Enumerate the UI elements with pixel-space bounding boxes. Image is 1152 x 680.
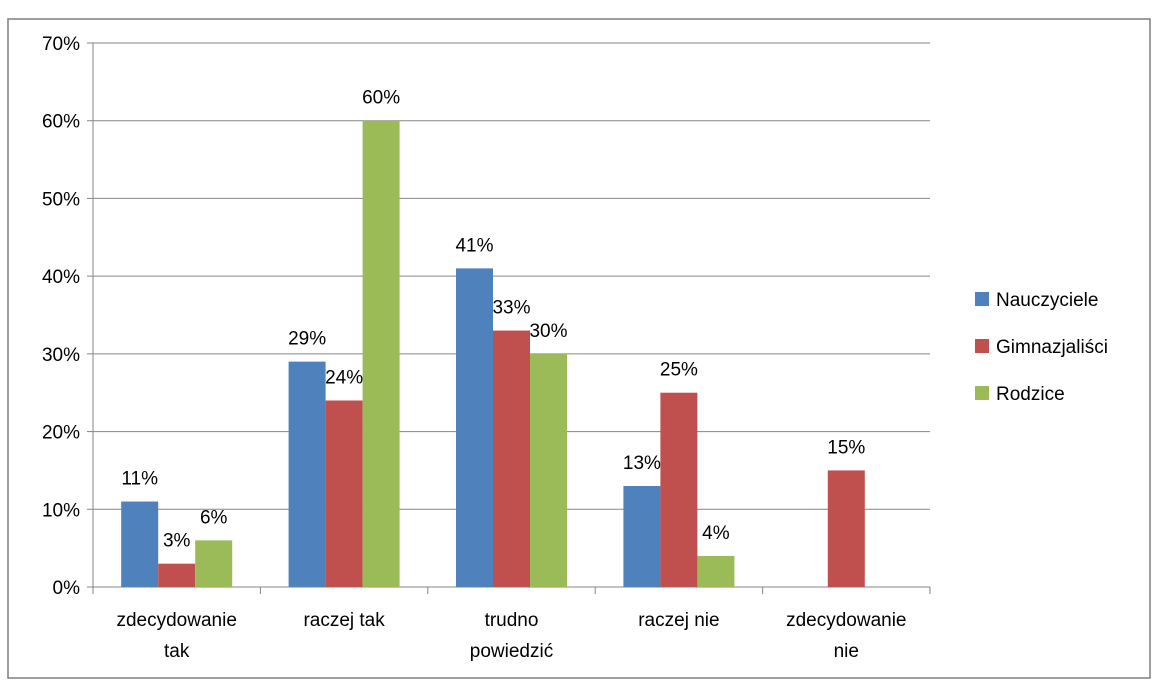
bar (827, 470, 865, 587)
bar (325, 400, 363, 587)
y-tick-label: 10% (42, 500, 80, 521)
data-label: 11% (121, 469, 158, 490)
data-label: 41% (455, 235, 493, 256)
data-label: 33% (492, 298, 530, 319)
bar (288, 361, 326, 587)
bar (456, 268, 493, 587)
data-label: 60% (362, 88, 400, 109)
x-category-label: raczej tak (303, 610, 385, 631)
y-tick-label: 30% (42, 345, 80, 366)
bar (121, 501, 159, 587)
axes: 0% 10% 20% 30% 40% 50% 60% 70% zdecydowanie tak ra… (42, 34, 931, 662)
data-label: 4% (702, 523, 730, 544)
bar (660, 392, 698, 587)
bar (158, 563, 196, 587)
data-label: 24% (325, 367, 363, 388)
data-labels: 11% 29% 41% 13% 3% 24% 33% 25% 15% 6% 60% 30% 4% (121, 88, 865, 552)
legend-label: Nauczyciele (996, 290, 1098, 311)
legend-label: Gimnazjaliści (996, 337, 1108, 358)
y-tick-label: 50% (42, 189, 80, 210)
chart-border (7, 18, 1151, 679)
legend: Nauczyciele Gimnazjaliści Rodzice (975, 290, 1108, 405)
data-label: 6% (200, 507, 228, 528)
bar (195, 540, 233, 587)
x-category-label: zdecydowanie nie (786, 610, 906, 662)
x-category-label: trudno powiedzić (470, 610, 553, 662)
bars (121, 120, 865, 587)
data-label: 13% (623, 453, 661, 474)
y-tick-label: 0% (53, 578, 81, 599)
legend-label: Rodzice (996, 384, 1065, 405)
x-category-label: raczej nie (638, 610, 719, 631)
bar (362, 120, 400, 587)
x-category-label: zdecydowanie tak (116, 610, 236, 662)
data-label: 29% (288, 329, 326, 350)
legend-swatch (975, 386, 989, 400)
y-tick-label: 40% (42, 267, 80, 288)
data-label: 3% (163, 531, 191, 552)
bar (530, 353, 567, 587)
data-label: 25% (660, 360, 698, 381)
data-label: 15% (827, 437, 865, 458)
bar (493, 330, 530, 587)
y-tick-label: 60% (42, 112, 80, 133)
legend-swatch (975, 292, 989, 306)
y-tick-label: 20% (42, 423, 80, 444)
bar (623, 485, 661, 587)
legend-swatch (975, 339, 989, 353)
y-tick-label: 70% (42, 34, 80, 55)
gridlines (93, 42, 930, 510)
bar (697, 555, 735, 587)
data-label: 30% (529, 321, 567, 342)
